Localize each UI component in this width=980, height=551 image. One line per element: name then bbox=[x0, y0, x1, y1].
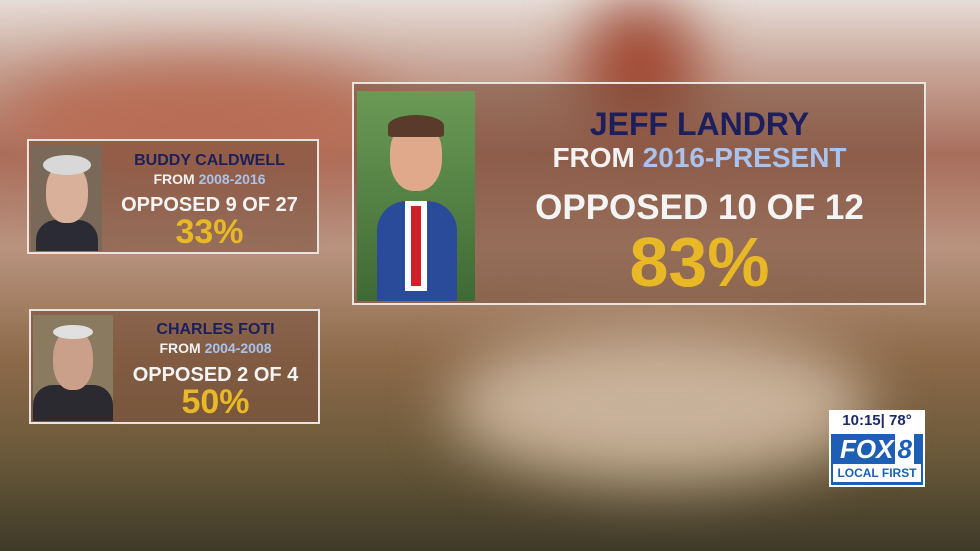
portrait bbox=[33, 315, 113, 421]
opposed: OPPOSED 9 OF 27 bbox=[121, 194, 298, 216]
years: 2004-2008 bbox=[204, 340, 272, 356]
tenure: FROM 2008-2016 bbox=[102, 172, 317, 186]
percent: 33% bbox=[175, 213, 244, 251]
card: JEFF LANDRY FROM 2016-PRESENT OPPOSED 10… bbox=[352, 82, 926, 305]
from-label: FROM bbox=[552, 142, 635, 173]
from-label: FROM bbox=[153, 171, 195, 187]
opposed: OPPOSED 10 OF 12 bbox=[535, 188, 864, 227]
percent: 50% bbox=[181, 383, 250, 421]
card: CHARLES FOTI FROM 2004-2008 OPPOSED 2 OF… bbox=[29, 309, 320, 424]
name: CHARLES FOTI bbox=[156, 321, 275, 338]
portrait bbox=[357, 91, 475, 301]
years: 2016-PRESENT bbox=[642, 142, 847, 173]
temperature: 78° bbox=[889, 412, 912, 429]
logo: FOX 8 bbox=[831, 434, 923, 464]
name: BUDDY CALDWELL bbox=[134, 152, 285, 169]
opposed: OPPOSED 2 OF 4 bbox=[132, 364, 299, 386]
portrait bbox=[31, 145, 102, 251]
channel: 8 bbox=[895, 434, 914, 464]
background-buildings bbox=[450, 330, 870, 480]
station: FOX bbox=[840, 434, 894, 464]
percent: 83% bbox=[629, 223, 770, 301]
time-temp: 10:15| 78° bbox=[829, 410, 925, 432]
name: JEFF LANDRY bbox=[589, 106, 810, 142]
tagline: LOCAL FIRST bbox=[833, 464, 921, 482]
station-bug: 10:15| 78° FOX 8 LOCAL FIRST bbox=[829, 410, 925, 487]
card: BUDDY CALDWELL FROM 2008-2016 OPPOSED 9 … bbox=[27, 139, 319, 254]
tenure: FROM 2004-2008 bbox=[113, 341, 318, 355]
time: 10:15| bbox=[842, 412, 885, 429]
tenure: FROM 2016-PRESENT bbox=[475, 144, 924, 172]
years: 2008-2016 bbox=[198, 171, 266, 187]
from-label: FROM bbox=[159, 340, 201, 356]
